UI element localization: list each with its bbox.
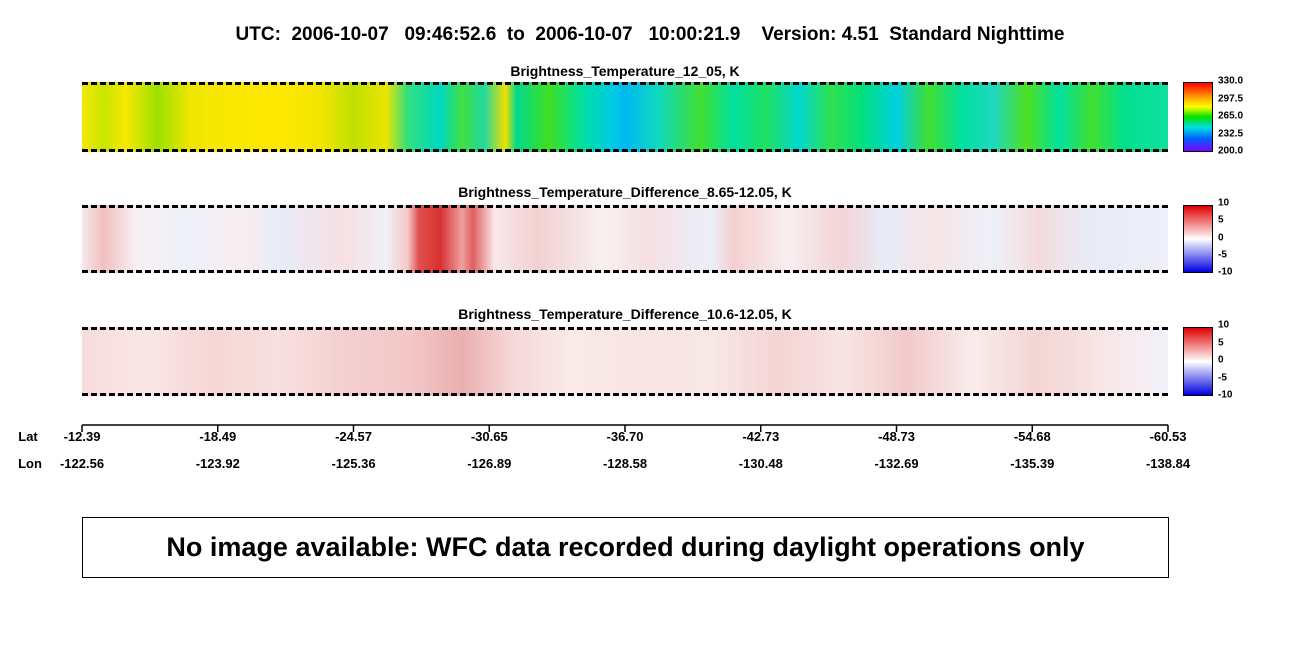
colorbar-label: 0 bbox=[1218, 232, 1224, 243]
colorbar-label: -5 bbox=[1218, 249, 1227, 261]
lat-tick-label: -18.49 bbox=[199, 429, 237, 444]
lat-tick-label: -24.57 bbox=[335, 429, 372, 444]
lon-tick-label: -135.39 bbox=[1010, 456, 1055, 471]
colorbar-label: 297.5 bbox=[1218, 93, 1244, 104]
colorbar-label: -10 bbox=[1218, 266, 1233, 278]
lon-label: Lon bbox=[18, 456, 42, 471]
btd-image-strip bbox=[82, 327, 1168, 396]
lon-tick-label: -130.48 bbox=[738, 456, 783, 471]
lon-tick-label: -128.58 bbox=[602, 456, 648, 471]
lat-tick-label: -54.68 bbox=[1013, 429, 1051, 444]
colorbar bbox=[1183, 205, 1213, 273]
colorbar-label: 200.0 bbox=[1218, 145, 1244, 157]
lon-tick-label: -132.69 bbox=[874, 456, 919, 471]
colorbar-label: 5 bbox=[1218, 337, 1224, 348]
lon-tick-label: -125.36 bbox=[331, 456, 376, 471]
colorbar bbox=[1183, 82, 1213, 152]
panel-title: Brightness_Temperature_Difference_10.6-1… bbox=[458, 306, 792, 322]
lat-tick-label: -60.53 bbox=[1149, 429, 1187, 444]
colorbar-label: 232.5 bbox=[1218, 128, 1244, 139]
lon-tick-label: -123.92 bbox=[195, 456, 240, 471]
panel-title: Brightness_Temperature_Difference_8.65-1… bbox=[458, 184, 792, 200]
lon-tick-label: -122.56 bbox=[59, 456, 105, 471]
page-title: UTC: 2006-10-07 09:46:52.6 to 2006-10-07… bbox=[235, 24, 1065, 45]
lat-tick-label: -42.73 bbox=[742, 429, 780, 444]
colorbar-label: -10 bbox=[1218, 389, 1233, 401]
colorbar-label: 330.0 bbox=[1218, 75, 1244, 87]
colorbar-label: 0 bbox=[1218, 354, 1224, 366]
panel-title: Brightness_Temperature_12_05, K bbox=[510, 63, 740, 79]
btd-image-strip bbox=[82, 205, 1168, 273]
colorbar-label: 5 bbox=[1218, 214, 1224, 226]
lat-label: Lat bbox=[18, 429, 38, 444]
lat-tick-label: -30.65 bbox=[470, 429, 508, 444]
lat-tick-label: -12.39 bbox=[63, 429, 101, 444]
lon-tick-label: -126.89 bbox=[467, 456, 512, 471]
lon-tick-label: -138.84 bbox=[1145, 456, 1191, 471]
colorbar bbox=[1183, 327, 1213, 396]
notice-box: No image available: WFC data recorded du… bbox=[82, 517, 1169, 578]
lat-tick-label: -48.73 bbox=[878, 429, 915, 444]
colorbar-label: 265.0 bbox=[1218, 110, 1244, 122]
colorbar-label: 10 bbox=[1218, 197, 1230, 209]
colorbar-label: 10 bbox=[1218, 319, 1230, 331]
colorbar-label: -5 bbox=[1218, 372, 1227, 383]
bt-image-strip bbox=[82, 82, 1168, 152]
lat-tick-label: -36.70 bbox=[606, 429, 644, 444]
